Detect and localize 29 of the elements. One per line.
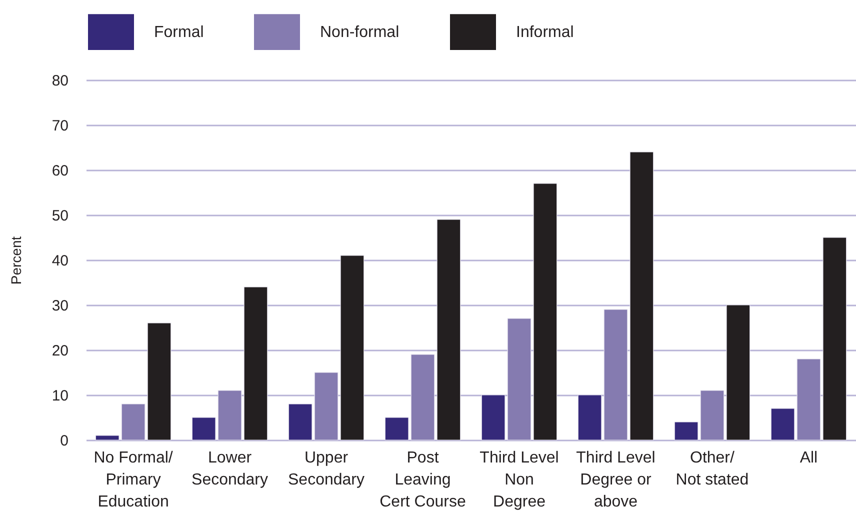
y-tick-label: 20: [52, 342, 68, 360]
y-tick-label: 60: [52, 162, 68, 180]
y-tick-label: 80: [52, 72, 68, 90]
legend-label: Informal: [516, 24, 574, 42]
y-axis-title: Percent: [8, 236, 24, 285]
x-tick-label: Post Leaving Cert Course: [380, 450, 466, 510]
bar: [95, 435, 120, 440]
y-tick-label: 50: [52, 208, 68, 224]
x-tick-label: All: [800, 450, 818, 466]
bar: [288, 404, 312, 440]
y-tick-label: 10: [52, 388, 68, 404]
x-tick-label: Third Level Degree or above: [576, 450, 656, 510]
x-tick-label: Upper Secondary: [288, 450, 365, 488]
bar: [192, 417, 216, 440]
x-tick-label: Lower Secondary: [192, 450, 268, 488]
y-tick-label: 30: [52, 298, 68, 314]
x-tick-label: No Formal/ Primary Education: [94, 450, 174, 510]
y-tick-label: 0: [60, 432, 68, 450]
legend-label: Non-formal: [320, 24, 400, 42]
y-tick-label: 40: [52, 252, 68, 270]
bar: [726, 304, 750, 440]
x-tick-label: Other/ Not stated: [676, 450, 749, 488]
legend-label: Formal: [154, 24, 204, 42]
bar: [533, 183, 558, 440]
bar: [384, 417, 409, 440]
x-tick-label: Third Level Non Degree: [480, 450, 559, 510]
y-tick-label: 70: [52, 118, 68, 134]
bar: [630, 152, 654, 440]
bar: [822, 237, 847, 440]
